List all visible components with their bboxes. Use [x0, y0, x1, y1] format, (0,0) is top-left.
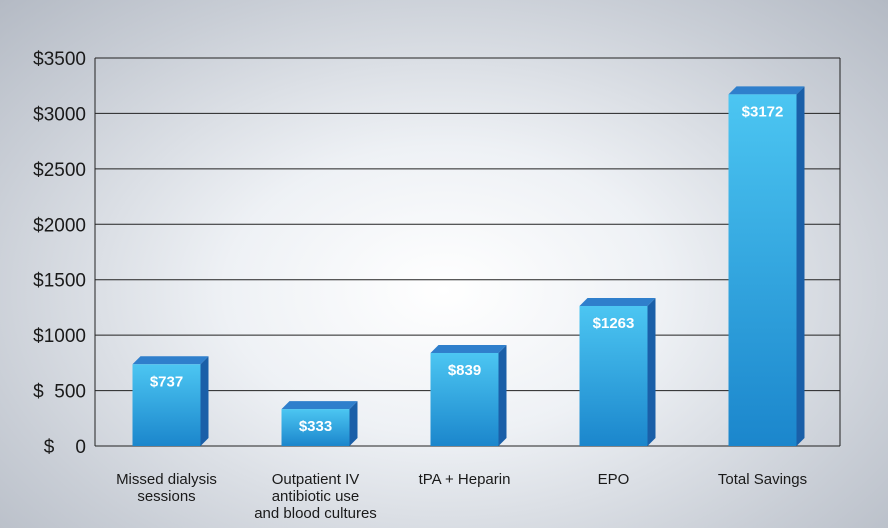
- y-tick-label: $1000: [33, 326, 86, 347]
- category-label: EPO: [598, 471, 630, 488]
- y-tick-label: $2000: [33, 215, 86, 236]
- bar-front: [281, 409, 350, 446]
- y-tick-label: $2500: [33, 160, 86, 181]
- category-label-line: sessions: [137, 488, 195, 505]
- bar-side: [647, 297, 656, 446]
- bar-front: [579, 305, 648, 446]
- bar: $1263: [579, 297, 656, 446]
- bar: $737: [132, 356, 209, 446]
- bar-top: [132, 356, 209, 365]
- bar-side: [200, 356, 209, 446]
- bar-front: [132, 364, 201, 446]
- bar: $3172: [728, 86, 805, 446]
- bars: $737 $333 $839 $1263 $3172: [132, 86, 805, 446]
- category-label-line: tPA + Heparin: [419, 471, 511, 488]
- y-tick-label: $ 500: [33, 382, 86, 403]
- data-label: $839: [448, 362, 481, 379]
- bar-side: [498, 344, 507, 446]
- bar: $333: [281, 401, 358, 446]
- x-axis-categories: Missed dialysis sessions Outpatient IV anti…: [116, 471, 807, 522]
- data-label: $333: [299, 418, 332, 435]
- data-label: $737: [150, 373, 183, 390]
- y-axis-ticks: $ 0 $ 500 $1000 $1500 $2000 $2500 $3000 $3500: [33, 49, 86, 458]
- bar-top: [430, 344, 507, 353]
- y-tick-label: $ 0: [44, 437, 86, 458]
- y-tick-label: $3000: [33, 104, 86, 125]
- category-label: tPA + Heparin: [419, 471, 511, 488]
- bar-side: [796, 86, 805, 446]
- bar-top: [579, 297, 656, 306]
- bar-top: [728, 86, 805, 95]
- bar-front: [430, 352, 499, 446]
- y-tick-label: $1500: [33, 271, 86, 292]
- y-tick-label: $3500: [33, 49, 86, 70]
- category-label: Total Savings: [718, 471, 807, 488]
- category-label-line: Outpatient IV: [272, 471, 360, 488]
- category-label: Outpatient IV antibiotic use and blood cul…: [254, 471, 377, 522]
- bar: $839: [430, 344, 507, 446]
- gridlines: [94, 57, 841, 447]
- category-label-line: Missed dialysis: [116, 471, 217, 488]
- category-label-line: and blood cultures: [254, 505, 377, 522]
- category-label-line: antibiotic use: [272, 488, 360, 505]
- data-label: $3172: [742, 103, 784, 120]
- category-label: Missed dialysis sessions: [116, 471, 217, 505]
- category-label-line: EPO: [598, 471, 630, 488]
- data-label: $1263: [593, 315, 635, 332]
- bar-front: [728, 94, 797, 446]
- bar-top: [281, 401, 358, 410]
- bar-side: [349, 401, 358, 446]
- category-label-line: Total Savings: [718, 471, 807, 488]
